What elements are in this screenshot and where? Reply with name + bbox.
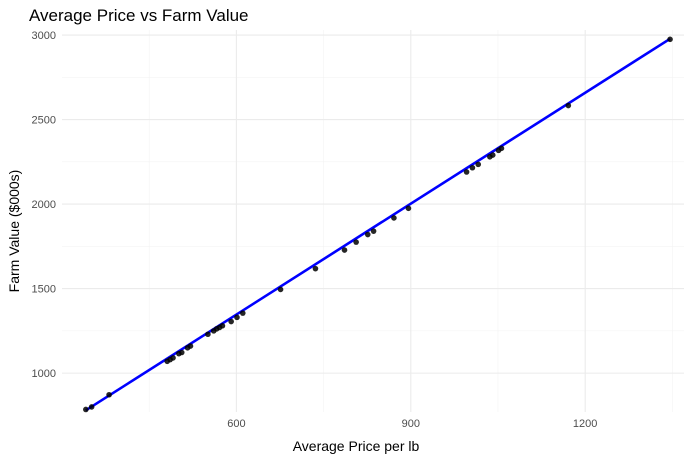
data-point [170,355,176,361]
data-point [88,404,95,410]
y-tick-label: 1000 [32,368,56,380]
data-point [239,310,246,316]
data-points [83,36,673,413]
minor-gridlines [62,30,684,412]
data-point [353,239,359,245]
data-point [219,322,226,329]
data-point [667,36,673,43]
y-axis-tick-labels: 1000 1500 2000 2500 3000 [32,30,56,380]
data-point [205,331,211,338]
x-axis-title: Average Price per lb [293,438,420,454]
x-tick-label: 900 [402,418,420,430]
x-axis-tick-labels: 600 900 1200 [227,418,597,430]
data-point [228,318,234,325]
data-point [364,231,371,238]
y-tick-label: 2000 [32,199,56,211]
x-tick-label: 600 [227,418,245,430]
data-point [498,145,505,152]
data-point [463,169,470,175]
data-point [277,286,284,293]
major-gridlines [62,30,684,412]
data-point [187,343,194,349]
data-point [341,247,348,253]
data-point [370,228,377,234]
data-point [106,391,112,398]
chart-title: Average Price vs Farm Value [29,6,249,25]
y-tick-label: 3000 [32,30,56,42]
data-point [83,406,89,413]
data-point [178,349,185,356]
y-axis-title: Farm Value ($000s) [6,170,22,293]
data-point [469,164,476,171]
data-point [312,265,319,272]
y-tick-label: 2500 [32,115,56,127]
data-point [489,152,496,158]
x-tick-label: 1200 [573,418,597,430]
regression-line-layer [85,37,671,412]
regression-line [85,37,671,412]
data-point [391,215,397,221]
data-point [565,102,572,109]
data-point [405,205,412,212]
y-tick-label: 1500 [32,284,56,296]
data-point [475,161,482,168]
data-point [234,314,240,321]
